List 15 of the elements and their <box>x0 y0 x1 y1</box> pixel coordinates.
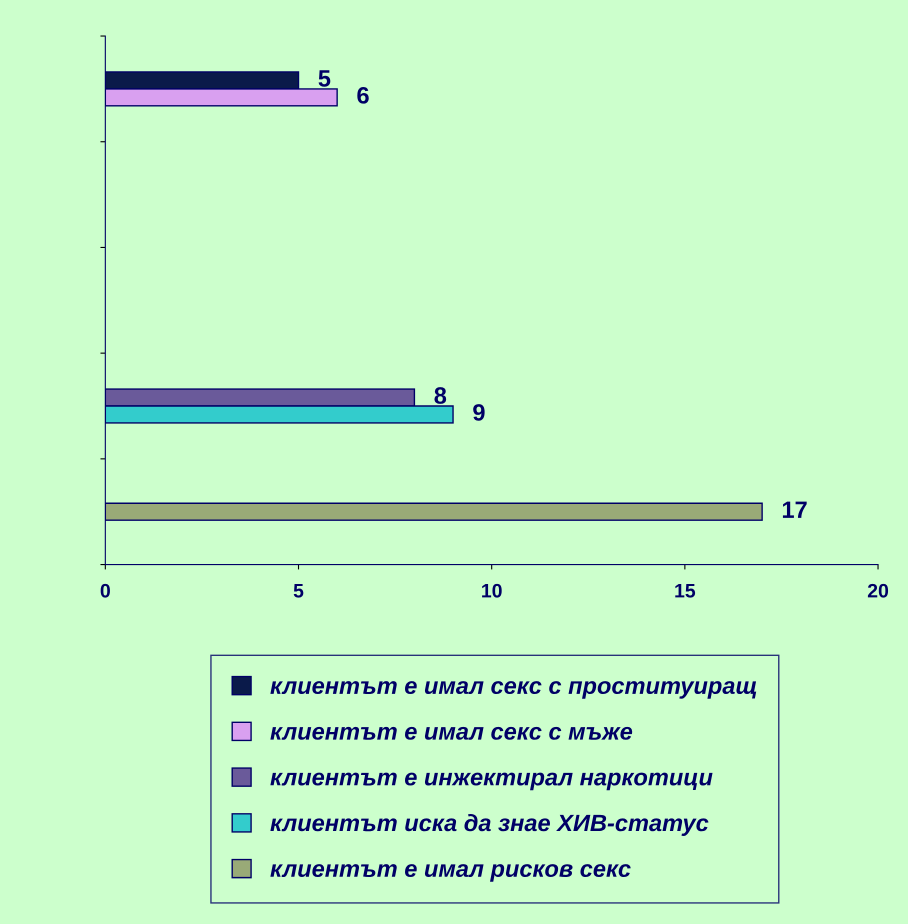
legend-label: клиентът е имал секс с мъже <box>270 726 632 740</box>
data-label: 5 <box>318 70 330 87</box>
legend-label: клиентът е имал секс с проституиращ <box>270 681 756 699</box>
x-tick-label: 0 <box>100 584 110 598</box>
x-tick-label: 15 <box>675 584 696 598</box>
x-tick-label: 5 <box>294 584 304 598</box>
data-label: 17 <box>782 502 807 518</box>
legend-label: клиентът иска да знае ХИВ-статус <box>270 814 708 836</box>
x-tick-label: 10 <box>482 584 502 598</box>
legend-label: клиентът е инжектирал наркотици <box>270 772 713 790</box>
legend-label: клиентът е имал рисков секс <box>270 864 631 882</box>
data-label: 9 <box>473 404 485 421</box>
data-label: 6 <box>357 86 369 104</box>
data-label: 8 <box>434 387 446 404</box>
x-tick-label: 20 <box>868 584 888 598</box>
